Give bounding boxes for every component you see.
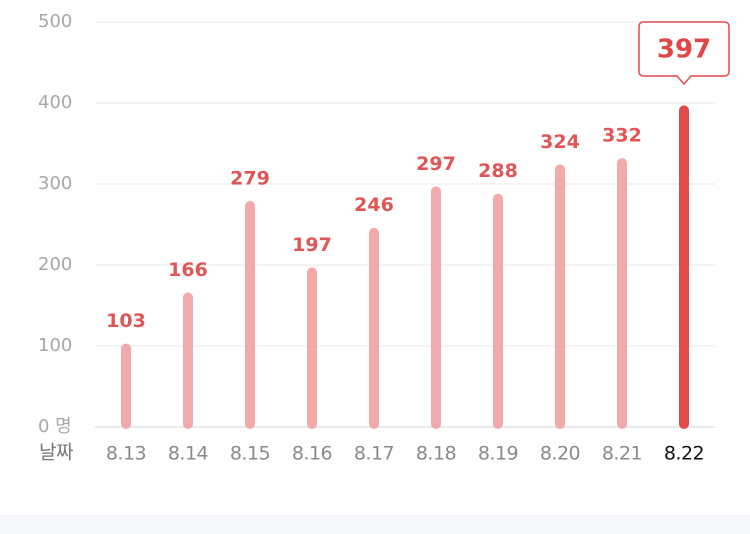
bar [369,227,379,429]
value-label: 246 [354,194,394,216]
y-tick-label: 300 [38,173,72,194]
x-tick-label: 8.14 [168,443,209,465]
y-tick-label: 400 [38,92,72,113]
value-label: 197 [292,234,332,256]
x-tick-label: 8.13 [106,443,146,465]
x-tick-label: 8.18 [416,443,456,465]
bar [307,267,317,429]
bar [121,343,131,429]
bar [245,201,255,429]
x-axis-label: 날짜 [39,442,73,464]
value-label: 103 [106,310,146,332]
value-label: 288 [478,160,518,182]
y-tick-label: 200 [38,254,72,275]
value-label: 166 [168,259,208,281]
y-tick-label: 0 명 [38,416,72,437]
value-label: 397 [657,35,711,65]
x-tick-label: 8.21 [602,443,642,465]
bar [555,164,565,429]
x-tick-label: 8.20 [540,443,580,465]
bar [617,158,627,429]
y-tick-label: 100 [38,335,72,356]
x-tick-label: 8.22 [664,443,704,465]
bar [183,292,193,429]
value-label: 279 [230,168,270,190]
footer-strip [0,516,750,534]
bar [431,186,441,429]
bar [493,193,503,429]
callout-box [638,21,730,86]
value-label: 324 [540,131,580,153]
value-label: 332 [602,125,642,147]
y-tick-label: 500 [38,11,72,32]
x-tick-label: 8.16 [292,443,332,465]
x-tick-label: 8.15 [230,443,270,465]
bar [679,105,689,430]
value-label: 297 [416,153,456,175]
x-tick-label: 8.17 [354,443,394,465]
x-tick-label: 8.19 [478,443,518,465]
